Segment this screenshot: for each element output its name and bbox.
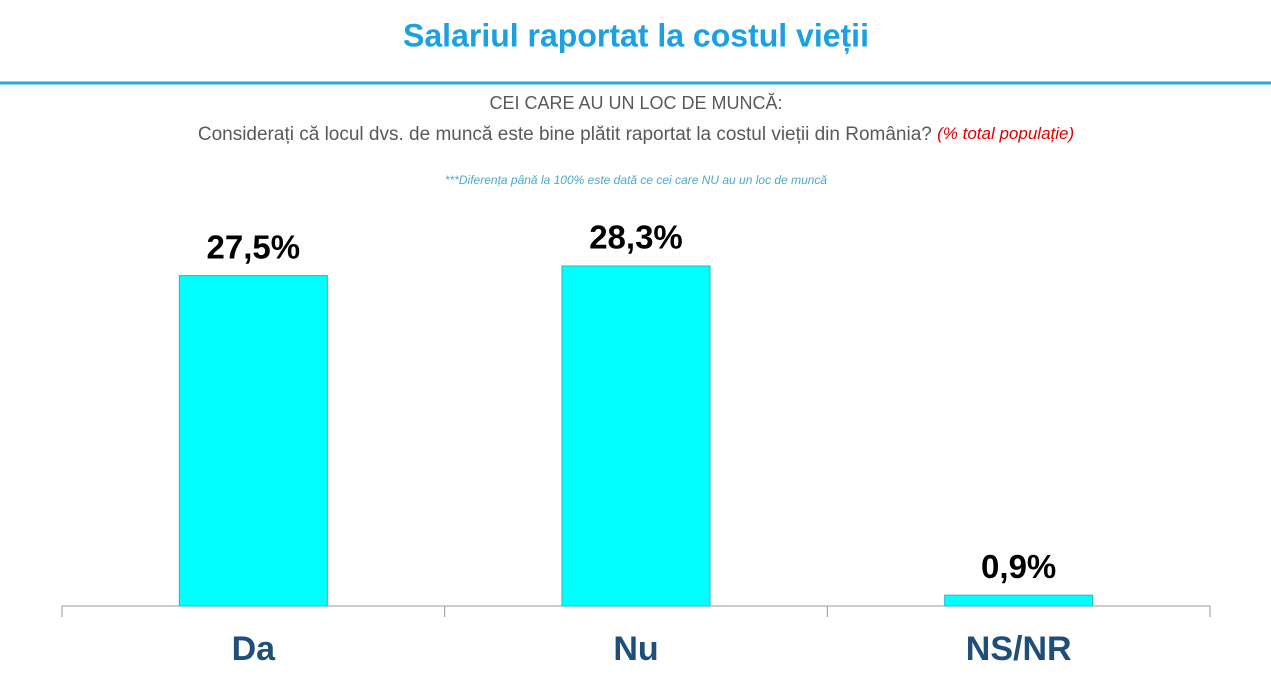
x-tick-label: Nu [613, 630, 658, 668]
x-tick-label: Da [232, 630, 277, 668]
footnote: ***Diferența până la 100% este dată ce c… [445, 173, 828, 187]
data-label: 27,5% [207, 228, 301, 265]
question: Considerați că locul dvs. de muncă este … [198, 124, 1074, 145]
question-text: Considerați că locul dvs. de muncă este … [198, 124, 932, 145]
subtitle: CEI CARE AU UN LOC DE MUNCĂ: [489, 93, 782, 113]
bar [944, 594, 1094, 607]
question-unit: (% total populație) [937, 124, 1074, 143]
data-label: 28,3% [589, 219, 683, 256]
x-tick-label: NS/NR [966, 630, 1072, 668]
bar [561, 265, 711, 607]
data-label: 0,9% [981, 548, 1056, 585]
bar [178, 275, 328, 607]
chart-title: Salariul raportat la costul vieții [403, 17, 869, 53]
